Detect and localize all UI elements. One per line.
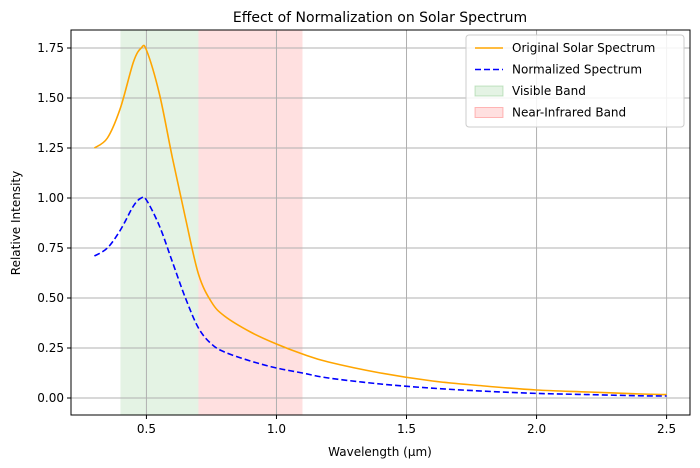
legend-swatch-band-1	[474, 107, 504, 118]
plot-frame	[70, 29, 691, 416]
legend-label-series-1: Normalized Spectrum	[512, 63, 642, 77]
y-tick-label-3: 0.75	[37, 241, 64, 255]
x-axis-label: Wavelength (μm)	[328, 445, 432, 459]
x-tick-label-2: 1.5	[397, 422, 416, 436]
y-tick-label-5: 1.25	[37, 141, 64, 155]
band-layer	[120, 30, 303, 415]
chart-title: Effect of Normalization on Solar Spectru…	[233, 10, 527, 26]
y-tick-label-7: 1.75	[37, 41, 64, 55]
legend-box	[465, 34, 685, 128]
legend-swatch-band-0	[474, 85, 504, 97]
x-tick-label-1: 1.0	[267, 422, 286, 436]
x-tick-label-0: 0.5	[137, 422, 156, 436]
legend: Original Solar Spectrum Normalized Spectr…	[465, 34, 685, 128]
legend-label-series-0: Original Solar Spectrum	[512, 41, 655, 55]
series-line-0	[93, 44, 667, 396]
band-1	[198, 30, 303, 415]
legend-label-band-0: Visible Band	[512, 84, 586, 98]
y-tick-label-0: 0.00	[37, 391, 64, 405]
y-tick-label-2: 0.50	[37, 291, 64, 305]
y-axis-label: Relative Intensity	[9, 171, 23, 275]
x-tick-label-4: 2.5	[657, 422, 676, 436]
x-tick-label-3: 2.0	[527, 422, 546, 436]
series-line-1	[93, 196, 667, 397]
y-tick-label-6: 1.50	[37, 91, 64, 105]
legend-label-band-1: Near-Infrared Band	[512, 106, 626, 120]
tick-layer: 0.5 1.0 1.5 2.0 2.5 0.00 0.25 0.50 0.75 1.00 1.25 1…	[37, 41, 676, 436]
y-tick-label-1: 0.25	[37, 341, 64, 355]
y-tick-label-4: 1.00	[37, 191, 64, 205]
series-layer	[93, 44, 667, 397]
